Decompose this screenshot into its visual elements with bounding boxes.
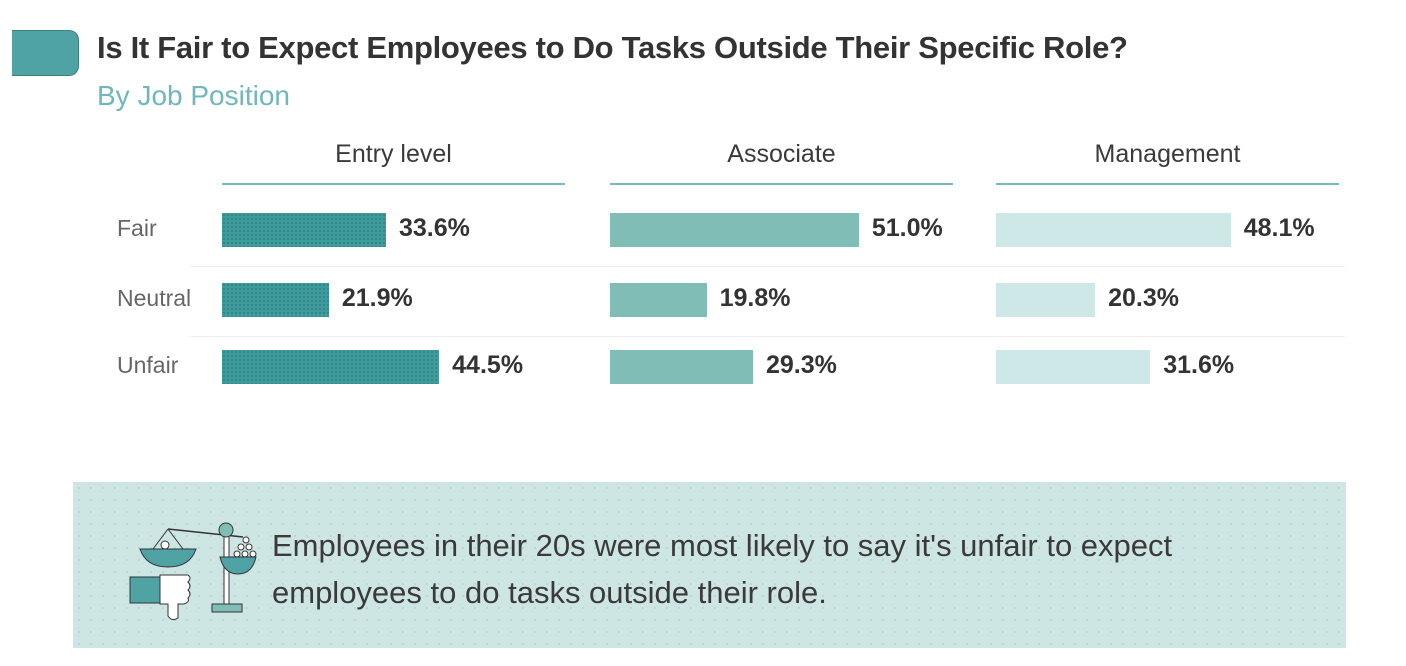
bar: [222, 283, 329, 317]
data-label: 19.8%: [719, 284, 791, 312]
bar: [222, 350, 440, 384]
chart-subtitle: By Job Position: [97, 80, 290, 111]
data-label: 20.3%: [1108, 284, 1179, 312]
data-label: 44.5%: [452, 351, 524, 379]
column-header: Associate: [610, 140, 953, 185]
row-separator: [190, 266, 1345, 267]
data-label: 21.9%: [341, 284, 413, 312]
data-label: 48.1%: [1243, 214, 1315, 242]
bar: [996, 213, 1231, 247]
data-label: 33.6%: [398, 214, 470, 242]
bar: [610, 350, 753, 384]
data-label: 29.3%: [765, 351, 837, 379]
row-label: Fair: [117, 215, 157, 241]
column-header: Management: [996, 140, 1339, 185]
data-label: 31.6%: [1163, 351, 1235, 379]
data-label: 51.0%: [871, 214, 943, 242]
bar: [222, 213, 386, 247]
column-header: Entry level: [222, 140, 565, 185]
note-box: [73, 482, 1346, 648]
chart-title: Is It Fair to Expect Employees to Do Tas…: [97, 30, 1128, 65]
title-tag-decoration: [12, 30, 79, 76]
note-text: Employees in their 20s were most likely …: [272, 528, 1173, 610]
bar: [996, 350, 1151, 384]
row-label: Unfair: [117, 352, 179, 378]
bar: [996, 283, 1096, 317]
bar: [610, 213, 859, 247]
scales-thumbs-down-icon: [129, 522, 257, 621]
row-separator: [190, 336, 1345, 337]
bar: [610, 283, 707, 317]
row-label: Neutral: [117, 285, 192, 311]
